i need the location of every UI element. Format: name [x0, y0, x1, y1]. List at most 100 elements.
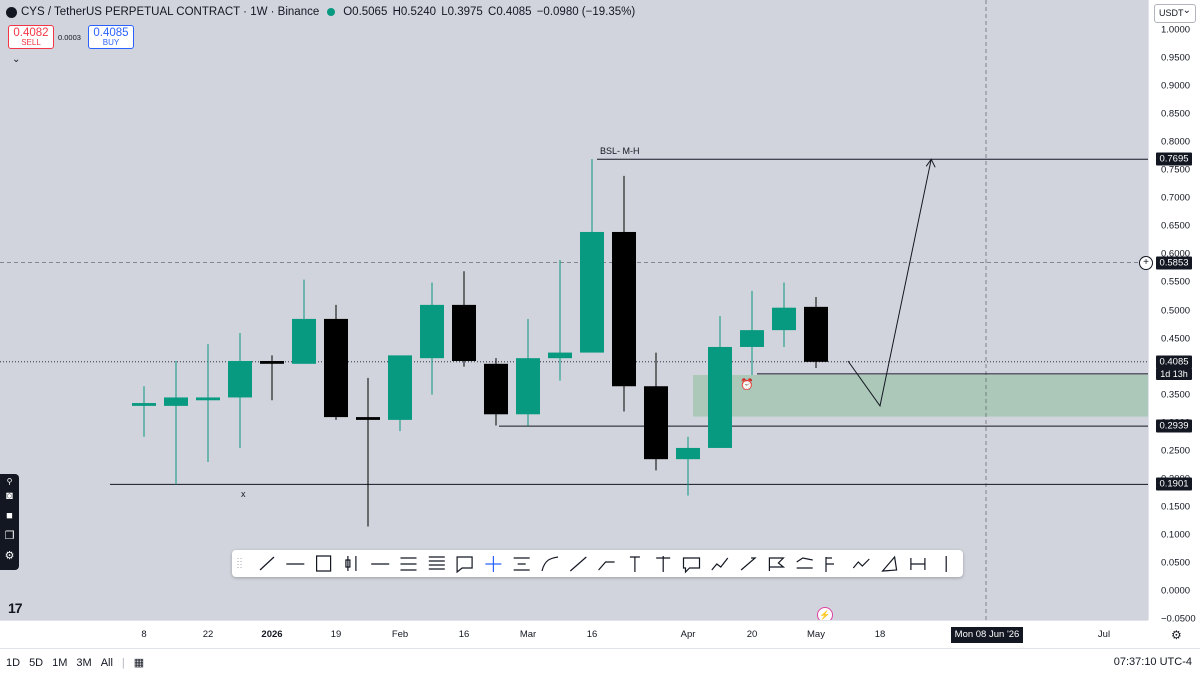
candle	[164, 360, 188, 485]
drawing-tool-icon[interactable]	[400, 557, 417, 571]
tool-glyph	[428, 556, 445, 570]
plus-icon[interactable]: +	[1139, 256, 1153, 270]
drawing-tools[interactable]	[232, 550, 963, 577]
axis-settings-icon[interactable]: ⚙	[1171, 628, 1182, 642]
candle-body	[292, 318, 316, 364]
time-tick-label: Apr	[680, 629, 696, 640]
time-tick-label: Jul	[1097, 629, 1111, 640]
range-button[interactable]: All	[100, 656, 113, 669]
symbol-logo-icon	[6, 6, 17, 18]
x-annotation[interactable]: x	[241, 489, 246, 500]
bar-countdown: 1d 13h	[1156, 368, 1192, 381]
candle-body	[644, 386, 668, 460]
clock[interactable]: 07:37:10 UTC-4	[1113, 656, 1192, 668]
price-tick-label: 1.0000	[1161, 24, 1191, 36]
candle-body	[612, 231, 636, 387]
candle	[740, 290, 764, 376]
tool-glyph	[711, 557, 729, 571]
candle	[196, 344, 220, 462]
close-value: C0.4085	[488, 6, 532, 18]
range-buttons: 1D 5D 1M 3M All | ▦	[6, 649, 144, 676]
currency-select[interactable]: USDT	[1154, 2, 1196, 23]
candlestick-chart[interactable]	[0, 0, 1148, 620]
tool-glyph	[315, 555, 332, 572]
range-button[interactable]: 1D	[6, 656, 21, 669]
tradingview-logo-icon[interactable]: 17	[8, 600, 23, 616]
tool-glyph	[513, 557, 530, 571]
tool-glyph	[541, 556, 559, 572]
drawing-tool-icon[interactable]	[740, 557, 757, 571]
price-tick-label: 0.4500	[1161, 333, 1191, 345]
price-tick-label: 0.9500	[1161, 52, 1191, 64]
range-button[interactable]: 3M	[76, 656, 92, 669]
price-tick-label: 0.8500	[1161, 108, 1191, 120]
projection-arrowhead	[925, 158, 936, 168]
drawing-tool-icon[interactable]	[629, 556, 640, 572]
tool-glyph	[485, 556, 502, 572]
calendar-icon[interactable]: ▦	[133, 657, 145, 669]
candle-body	[324, 318, 348, 418]
price-tick-label: 0.3500	[1161, 389, 1191, 401]
drawing-tool-icon[interactable]	[768, 557, 786, 571]
chevron-down-icon[interactable]: ⌄	[12, 54, 21, 65]
candle-body	[196, 397, 220, 401]
gear-icon[interactable]: ⚙	[4, 550, 15, 562]
drawing-tool-icon[interactable]	[315, 555, 332, 572]
demand-zone	[693, 375, 1148, 417]
drawing-tool-icon[interactable]	[485, 556, 502, 572]
drawing-tool-icon[interactable]	[428, 556, 445, 570]
candle	[772, 282, 796, 347]
price-axis[interactable]: 1.0000 0.9500 0.9000 0.8500 0.8000 0.7500 0.70…	[1148, 0, 1200, 625]
range-button[interactable]: 5D	[29, 656, 44, 669]
link-icon[interactable]: ⚲	[6, 477, 13, 486]
divider: |	[121, 656, 125, 669]
time-tick-label: 16	[458, 629, 470, 640]
tool-glyph	[456, 556, 473, 574]
buy-button[interactable]: 0.4085 BUY	[88, 25, 134, 49]
drawing-tool-icon[interactable]	[852, 558, 870, 569]
drawing-tool-icon[interactable]	[910, 558, 926, 570]
drawing-tool-icon[interactable]	[541, 556, 559, 572]
candle-body	[228, 360, 252, 398]
range-button[interactable]: 1M	[52, 656, 68, 669]
price-tick-label: 0.1000	[1161, 529, 1191, 541]
drawing-tool-icon[interactable]	[881, 555, 898, 572]
price-tick-label: 0.0500	[1161, 557, 1191, 569]
layers-icon[interactable]: ❐	[4, 530, 15, 542]
drawing-tool-icon[interactable]	[656, 556, 671, 572]
spread-value: 0.0003	[58, 33, 81, 42]
symbol-title[interactable]: CYS / TetherUS PERPETUAL CONTRACT · 1W ·…	[21, 6, 320, 18]
chart-area[interactable]: CYS / TetherUS PERPETUAL CONTRACT · 1W ·…	[0, 0, 1148, 623]
time-tick-label: Mar	[519, 629, 537, 640]
drawing-tool-icon[interactable]	[825, 557, 834, 572]
drawing-tool-icon[interactable]	[569, 556, 587, 572]
candle	[580, 159, 604, 353]
drawing-tool-icon[interactable]	[456, 556, 473, 574]
candle	[676, 436, 700, 496]
price-tag: 0.7695	[1156, 152, 1192, 166]
candle-body	[164, 397, 188, 406]
crosshair-date-tag: Mon 08 Jun '26	[951, 627, 1023, 643]
drawing-tool-icon[interactable]	[598, 561, 615, 571]
time-tick-label: 2026	[261, 629, 283, 640]
sell-price: 0.4082	[13, 27, 49, 39]
time-tick-label: 18	[874, 629, 886, 640]
drawing-tool-icon[interactable]	[711, 557, 729, 571]
tool-glyph	[796, 557, 813, 569]
drawing-tool-icon[interactable]	[259, 556, 275, 571]
tool-glyph	[598, 561, 615, 571]
chart-legend: CYS / TetherUS PERPETUAL CONTRACT · 1W ·…	[6, 6, 637, 18]
drawing-tool-icon[interactable]	[796, 557, 813, 569]
video-icon[interactable]: ■	[6, 510, 13, 522]
camera-icon[interactable]: ◙	[6, 490, 13, 502]
alarm-clock-icon[interactable]: ⏰	[740, 379, 754, 391]
low-value: L0.3975	[441, 6, 483, 18]
bsl-annotation[interactable]: BSL- M-H	[600, 146, 640, 157]
candle	[356, 377, 380, 527]
price-tag: 0.2939	[1156, 419, 1192, 433]
sell-button[interactable]: 0.4082 SELL	[8, 25, 54, 49]
drawing-tool-icon[interactable]	[345, 556, 357, 571]
drawing-tool-icon[interactable]	[682, 557, 701, 574]
drawing-tool-icon[interactable]	[513, 557, 530, 571]
candle-body	[132, 403, 156, 406]
